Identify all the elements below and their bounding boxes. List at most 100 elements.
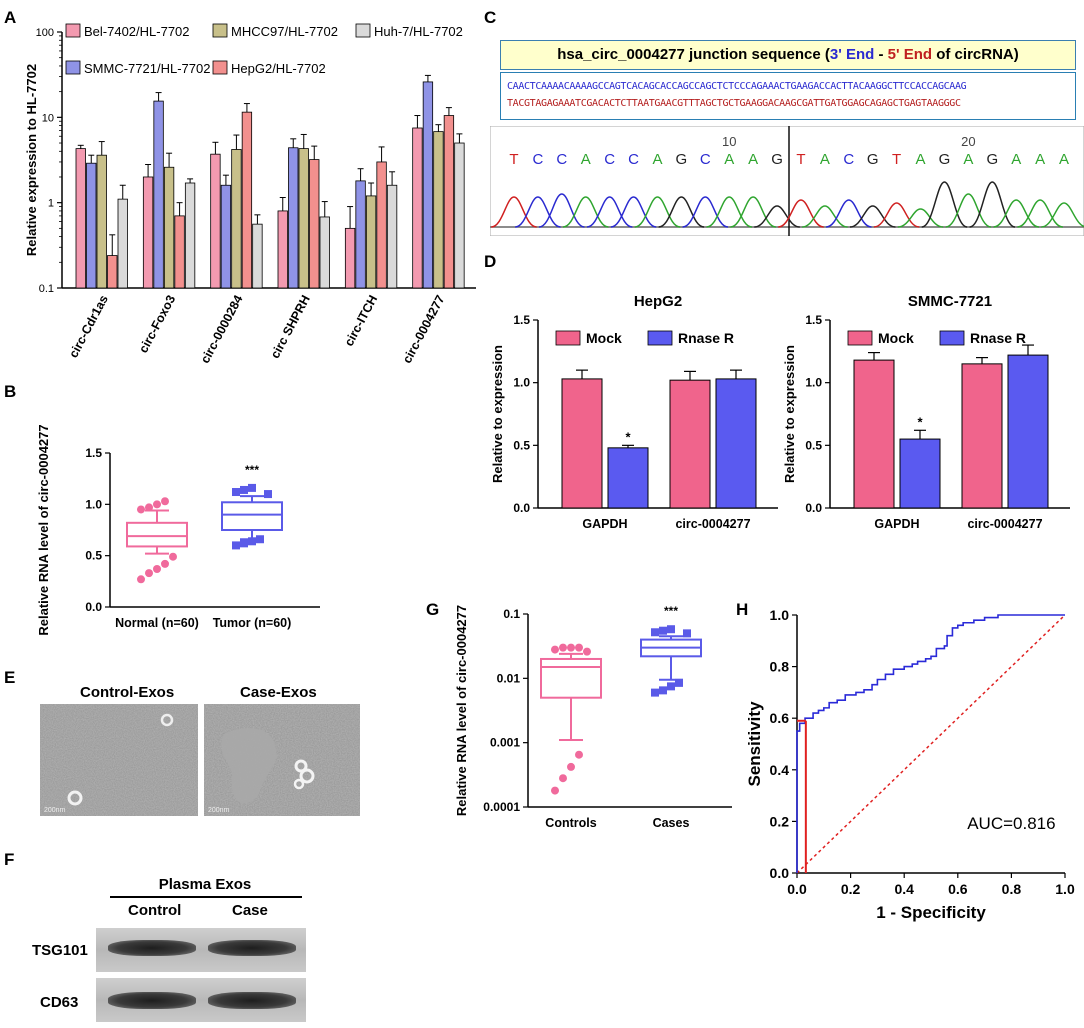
y-tick-label: 1.5 bbox=[513, 313, 530, 327]
base-call-letter: A bbox=[1011, 151, 1021, 168]
significance-mark: *** bbox=[664, 604, 678, 618]
trace-peak bbox=[491, 196, 537, 228]
bar bbox=[309, 159, 320, 289]
legend-swatch bbox=[65, 23, 81, 38]
bar bbox=[220, 184, 232, 289]
legend-label: Bel-7402/HL-7702 bbox=[84, 24, 190, 39]
chart-d-hepg2: HepG2 0.0 0.5 1.0 1.5 Relative to expression *… bbox=[490, 293, 778, 531]
bar bbox=[117, 198, 128, 289]
outlier-point bbox=[551, 645, 559, 654]
outlier-point bbox=[240, 485, 248, 494]
y-tick-label: 1.0 bbox=[513, 376, 530, 390]
outlier-point bbox=[169, 552, 177, 561]
bar bbox=[433, 131, 444, 289]
y-tick-label: 1.5 bbox=[85, 446, 102, 460]
x-category-label: circ-0004277 bbox=[675, 517, 750, 531]
base-call-letter: C bbox=[604, 151, 615, 168]
legend-label: Mock bbox=[586, 330, 622, 346]
bar bbox=[288, 147, 299, 289]
legend-swatch bbox=[355, 23, 371, 38]
trace-peak bbox=[634, 196, 681, 228]
outlier-point bbox=[145, 569, 153, 578]
chromatogram: 10 20T C C A C C A G C A A G T A C G T A G A G A A A bbox=[490, 126, 1084, 236]
outlier-point bbox=[256, 535, 264, 544]
base-call-letter: C bbox=[843, 151, 854, 168]
bar bbox=[607, 447, 649, 509]
trace-peak bbox=[802, 205, 848, 228]
sequence-title: hsa_circ_0004277 junction sequence (3' E… bbox=[501, 46, 1075, 63]
trace-peak bbox=[538, 193, 585, 228]
legend-label: Rnase R bbox=[678, 330, 734, 346]
outlier-point bbox=[161, 559, 169, 568]
exosome-vesicle bbox=[293, 778, 305, 790]
panel-letter-a: A bbox=[4, 8, 17, 27]
blot-strip-cd63 bbox=[96, 978, 306, 1022]
x-tick-label: 0.8 bbox=[1002, 881, 1022, 897]
y-tick-label: 0.4 bbox=[770, 762, 790, 778]
em-image-case: 200nm bbox=[204, 704, 360, 816]
outlier-point bbox=[651, 688, 659, 697]
bar bbox=[355, 180, 366, 289]
y-axis-label: Relative RNA level of circ-0004277 bbox=[36, 424, 51, 635]
bar bbox=[454, 142, 465, 289]
chart-g-plasma-boxplot: 0.0001 0.001 0.01 0.1 Relative RNA level of … bbox=[454, 604, 732, 830]
trace-peak bbox=[562, 196, 609, 228]
em-case-label: Case-Exos bbox=[240, 684, 317, 701]
bar bbox=[1007, 354, 1049, 509]
bar bbox=[422, 81, 434, 289]
sequence-title-tail: of circRNA) bbox=[932, 46, 1019, 63]
x-tick-label: 1.0 bbox=[1055, 881, 1075, 897]
significance-mark: * bbox=[625, 429, 631, 444]
y-tick-label: 0.0001 bbox=[483, 800, 520, 814]
panel-letter-g: G bbox=[426, 600, 440, 619]
bar bbox=[86, 162, 97, 289]
y-tick-label: 1.0 bbox=[805, 376, 822, 390]
sequence-title-3end: 3' End bbox=[829, 46, 875, 63]
exosome-vesicle bbox=[67, 790, 83, 806]
legend-swatch bbox=[647, 330, 673, 346]
bar bbox=[443, 115, 455, 289]
base-call-letter: T bbox=[509, 151, 518, 168]
exosome-vesicle bbox=[160, 713, 174, 727]
em-smooth-region bbox=[221, 728, 277, 804]
bar bbox=[163, 166, 175, 289]
significance-mark: *** bbox=[245, 463, 259, 477]
bar bbox=[715, 378, 757, 509]
bar bbox=[669, 379, 711, 509]
trace-peak bbox=[945, 193, 992, 228]
x-category-label: circ SHPRH bbox=[268, 293, 313, 361]
trace-peak bbox=[586, 196, 633, 228]
row-label-cd63: CD63 bbox=[40, 994, 79, 1011]
outlier-point bbox=[559, 774, 567, 783]
trace-peak bbox=[658, 196, 705, 228]
base-call-letter: G bbox=[771, 151, 783, 168]
y-tick-label: 0.01 bbox=[497, 671, 521, 685]
bar bbox=[241, 111, 253, 289]
outlier-point bbox=[559, 643, 567, 652]
y-tick-label: 10 bbox=[42, 112, 54, 124]
y-tick-label: 0.0 bbox=[805, 501, 822, 515]
y-tick-label: 0.6 bbox=[770, 710, 790, 726]
outlier-point bbox=[161, 497, 169, 506]
y-tick-label: 0.5 bbox=[805, 438, 822, 452]
y-tick-label: 0.5 bbox=[85, 549, 102, 563]
chart-d-smmc7721: SMMC-7721 0.0 0.5 1.0 1.5 Relative to express… bbox=[782, 293, 1070, 531]
x-category-label: GAPDH bbox=[874, 517, 919, 531]
panel-letter-e: E bbox=[4, 668, 16, 687]
bar bbox=[153, 100, 164, 289]
trace-peak bbox=[730, 196, 777, 228]
trace-peak bbox=[873, 202, 920, 228]
outlier-point bbox=[675, 678, 683, 687]
base-call-letter: G bbox=[867, 151, 879, 168]
outlier-point bbox=[659, 686, 667, 695]
outlier-point bbox=[651, 628, 659, 637]
y-tick-label: 0.001 bbox=[490, 736, 520, 750]
legend-swatch bbox=[847, 330, 873, 346]
legend-label: SMMC-7721/HL-7702 bbox=[84, 61, 210, 76]
outlier-point bbox=[667, 625, 675, 634]
y-tick-label: 1.0 bbox=[770, 607, 790, 623]
em-texture-control bbox=[40, 704, 198, 816]
em-control-label: Control-Exos bbox=[80, 684, 175, 701]
bar bbox=[75, 148, 86, 289]
lane-label-case: Case bbox=[232, 902, 268, 919]
